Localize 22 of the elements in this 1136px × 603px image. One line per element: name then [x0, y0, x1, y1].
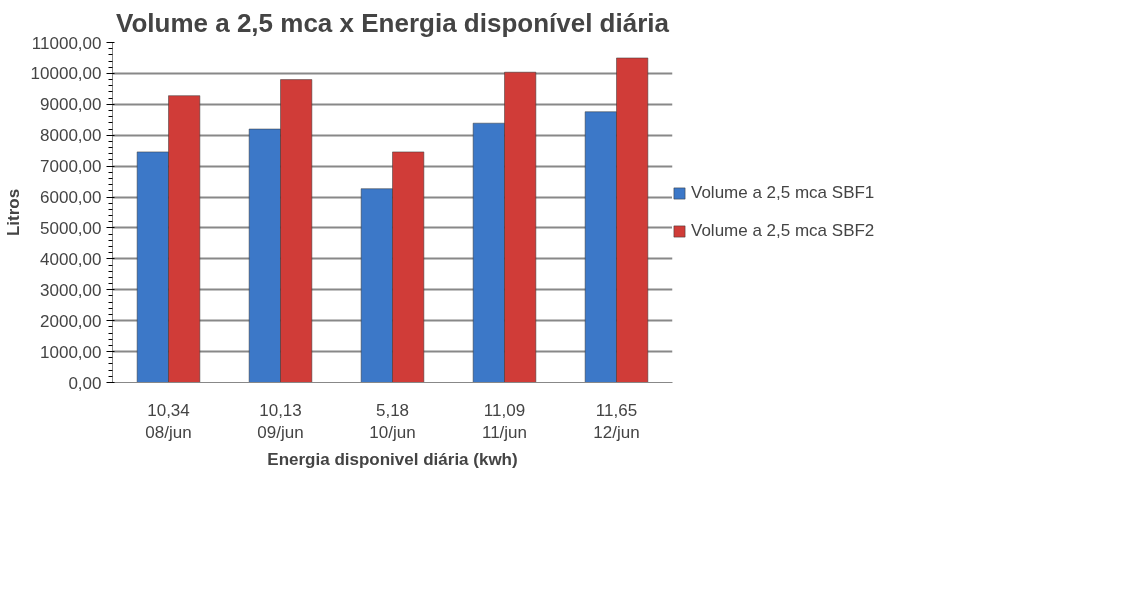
- y-tick-label: 9000,00: [40, 95, 102, 115]
- y-axis-title: Litros: [3, 188, 23, 237]
- x-tick-label: 11,09 11/jun: [481, 400, 528, 443]
- y-tick-label: 8000,00: [40, 126, 102, 146]
- y-tick-label: 6000,00: [40, 188, 102, 208]
- y-tick-label: 7000,00: [40, 157, 102, 177]
- chart-title: Volume a 2,5 mca x Energia disponível diária: [116, 7, 670, 38]
- x-tick-label: 11,65 12/jun: [593, 400, 640, 443]
- y-tick-label: 5000,00: [40, 218, 102, 238]
- y-tick-label: 1000,00: [40, 342, 102, 362]
- x-tick-label: 5,18 10/jun: [369, 400, 416, 443]
- legend-label: Volume a 2,5 mca SBF1: [691, 183, 875, 203]
- x-axis-title: Energia disponivel diária (kwh): [267, 450, 518, 470]
- y-tick-label: 11000,00: [31, 33, 102, 53]
- y-tick-label: 10000,00: [30, 64, 102, 84]
- x-tick-label: 10,13 09/jun: [257, 400, 304, 443]
- y-tick-label: 4000,00: [40, 249, 102, 269]
- x-tick-label: 10,34 08/jun: [145, 400, 192, 443]
- y-tick-label: 3000,00: [40, 280, 102, 300]
- y-tick-label: 0,00: [68, 373, 102, 393]
- y-tick-label: 2000,00: [40, 311, 102, 331]
- legend-label: Volume a 2,5 mca SBF2: [691, 221, 875, 241]
